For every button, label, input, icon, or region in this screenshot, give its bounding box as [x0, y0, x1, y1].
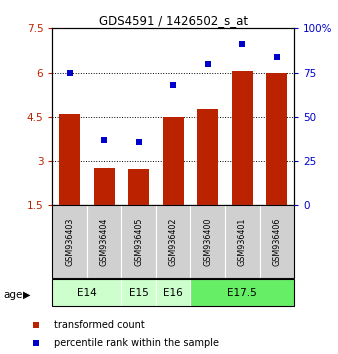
Point — [259, 259, 265, 265]
Text: percentile rank within the sample: percentile rank within the sample — [54, 338, 219, 348]
Text: GSM936405: GSM936405 — [134, 217, 143, 266]
Bar — [156, 279, 191, 307]
Point — [67, 70, 72, 75]
Text: ▶: ▶ — [23, 290, 30, 299]
Bar — [225, 205, 260, 278]
Bar — [191, 205, 225, 278]
Point — [240, 41, 245, 47]
Bar — [52, 279, 121, 307]
Text: GSM936401: GSM936401 — [238, 217, 247, 266]
Bar — [266, 74, 287, 205]
Text: GSM936403: GSM936403 — [65, 217, 74, 266]
Text: E17.5: E17.5 — [227, 288, 257, 298]
Point — [274, 54, 280, 59]
Bar — [260, 205, 294, 278]
Text: E14: E14 — [77, 288, 97, 298]
Text: E15: E15 — [129, 288, 149, 298]
Text: transformed count: transformed count — [54, 320, 145, 330]
Bar — [163, 118, 184, 205]
Text: GSM936406: GSM936406 — [272, 217, 281, 266]
Point — [136, 139, 141, 144]
Point — [259, 98, 265, 104]
Title: GDS4591 / 1426502_s_at: GDS4591 / 1426502_s_at — [99, 14, 248, 27]
Bar — [232, 71, 252, 205]
Text: GSM936404: GSM936404 — [100, 217, 109, 266]
Text: E16: E16 — [163, 288, 183, 298]
Point — [101, 137, 107, 143]
Bar — [121, 205, 156, 278]
Text: age: age — [3, 290, 23, 299]
Bar — [94, 169, 115, 205]
Point — [171, 82, 176, 88]
Bar — [87, 205, 121, 278]
Bar — [156, 205, 191, 278]
Text: GSM936400: GSM936400 — [203, 217, 212, 266]
Point — [205, 61, 211, 67]
Bar — [52, 205, 87, 278]
Bar — [191, 279, 294, 307]
Bar — [128, 169, 149, 205]
Bar — [59, 114, 80, 205]
Text: GSM936402: GSM936402 — [169, 217, 178, 266]
Bar — [197, 109, 218, 205]
Bar — [121, 279, 156, 307]
